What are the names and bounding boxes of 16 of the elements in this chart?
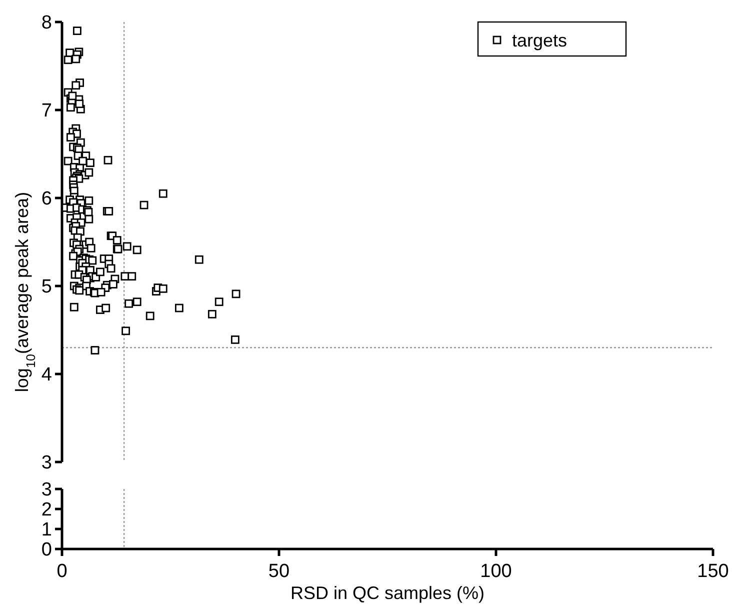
- y-tick-label: 2: [41, 500, 52, 521]
- y-tick-label: 6: [41, 188, 52, 210]
- y-tick-label: 1: [41, 520, 52, 541]
- y-tick-label: 8: [41, 12, 52, 34]
- y-tick-label: 0: [41, 540, 52, 561]
- y-tick-label: 7: [41, 100, 52, 122]
- x-axis-title: RSD in QC samples (%): [290, 583, 485, 603]
- legend-label: targets: [512, 30, 568, 50]
- y-tick-label: 4: [41, 364, 52, 386]
- x-tick-label: 100: [480, 561, 512, 582]
- x-tick-label: 50: [268, 561, 290, 582]
- x-tick-label: 150: [697, 561, 729, 582]
- x-tick-label: 0: [56, 561, 68, 582]
- y-tick-label: 3: [41, 480, 52, 501]
- y-tick-label: 3: [41, 452, 52, 474]
- y-tick-label: 5: [41, 276, 52, 298]
